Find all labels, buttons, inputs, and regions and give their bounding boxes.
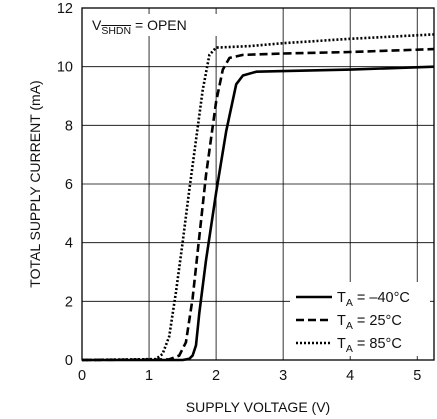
y-tick-label: 2 xyxy=(65,294,73,310)
legend-label: TA = 85°C xyxy=(337,336,402,355)
annotation-subscript: SHDN xyxy=(101,25,131,37)
x-axis-label: SUPPLY VOLTAGE (V) xyxy=(186,399,330,415)
y-tick-label: 12 xyxy=(57,1,73,17)
annotation-suffix: = OPEN xyxy=(131,17,187,33)
y-tick-label: 10 xyxy=(57,60,73,76)
y-axis-label: TOTAL SUPPLY CURRENT (mA) xyxy=(27,80,43,287)
y-tick-label: 6 xyxy=(65,177,73,193)
annotation-background xyxy=(87,14,217,36)
y-tick-label: 0 xyxy=(65,353,73,369)
x-tick-label: 5 xyxy=(413,368,421,384)
y-tick-label: 4 xyxy=(65,236,73,252)
legend-label: TA = –40°C xyxy=(337,290,410,309)
x-tick-label: 4 xyxy=(346,368,354,384)
legend-label-subscript: A xyxy=(346,297,353,309)
x-tick-label: 0 xyxy=(78,368,86,384)
series-group xyxy=(81,33,435,362)
legend-label-suffix: = 85°C xyxy=(353,336,402,352)
x-tick-label: 2 xyxy=(212,368,220,384)
y-tick-label: 8 xyxy=(65,118,73,134)
legend-label-prefix: T xyxy=(337,313,346,329)
legend-label-prefix: T xyxy=(337,290,346,306)
legend-label-subscript: A xyxy=(346,320,353,332)
legend-label-suffix: = 25°C xyxy=(353,313,402,329)
series-line-solid xyxy=(82,65,435,362)
annotation-prefix: V xyxy=(92,17,102,33)
legend-label-subscript: A xyxy=(346,343,353,355)
series-line-dotted xyxy=(81,33,435,362)
legend: TA = –40°CTA = 25°CTA = 85°C xyxy=(290,282,430,356)
x-tick-label: 1 xyxy=(145,368,153,384)
shdn-annotation: VSHDN = OPEN xyxy=(87,14,217,37)
legend-label-prefix: T xyxy=(337,336,346,352)
x-tick-label: 3 xyxy=(279,368,287,384)
legend-label: TA = 25°C xyxy=(337,313,402,332)
annotation-text: VSHDN = OPEN xyxy=(92,17,187,37)
series-line-dashed xyxy=(81,47,435,362)
legend-label-suffix: = –40°C xyxy=(353,290,410,306)
